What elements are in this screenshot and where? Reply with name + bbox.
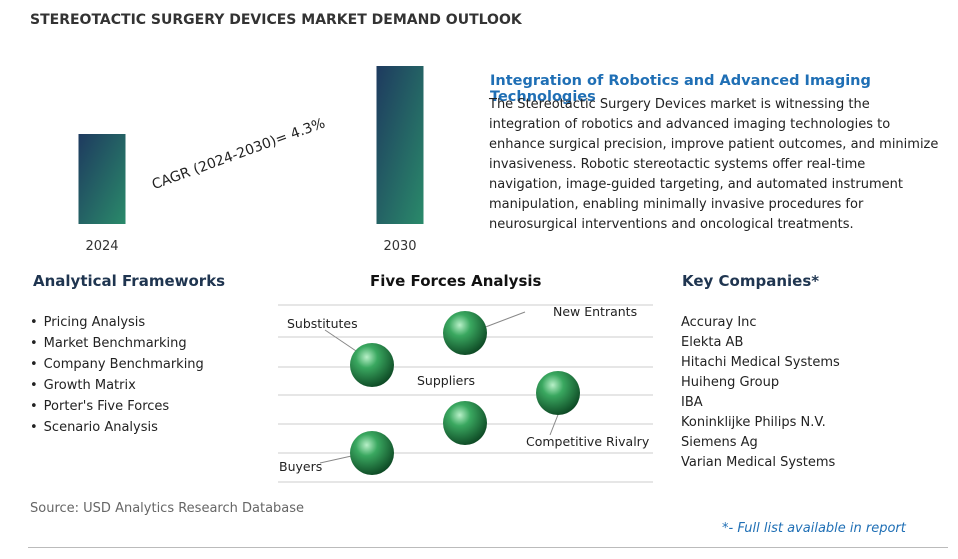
force-label: Substitutes [287,316,358,331]
list-text: Market Benchmarking [43,336,187,351]
bullet: • [30,315,38,330]
list-item: Varian Medical Systems [681,455,840,475]
five-forces-title: Five Forces Analysis [370,272,542,290]
list-text: Growth Matrix [43,378,136,393]
list-item: • Scenario Analysis [30,420,204,441]
force-label: Buyers [279,459,322,474]
companies-list: Accuray Inc Elekta AB Hitachi Medical Syst… [681,315,840,475]
list-item: Koninklijke Philips N.V. [681,415,840,435]
x-tick-label: 2030 [383,239,416,254]
page-title: STEREOTACTIC SURGERY DEVICES MARKET DEMA… [30,12,522,28]
bar [376,66,424,224]
x-tick-label: 2024 [85,239,118,254]
chart: CAGR (2024-2030)= 4.3% 2024 2030 [78,66,424,254]
list-text: Siemens Ag [681,435,758,450]
list-item: Accuray Inc [681,315,840,335]
bottom-rule [28,547,948,548]
list-item: Hitachi Medical Systems [681,355,840,375]
list-text: Porter's Five Forces [43,399,170,414]
source: Source: USD Analytics Research Database [30,501,305,516]
frameworks-list: • Pricing Analysis • Market Benchmarking • Co… [30,315,204,441]
list-item: • Pricing Analysis [30,315,204,336]
list-item: Siemens Ag [681,435,840,455]
list-text: Varian Medical Systems [681,455,836,470]
frameworks-title: Analytical Frameworks [33,272,226,290]
list-text: Accuray Inc [681,315,757,330]
companies-title: Key Companies* [682,272,820,290]
list-item: Elekta AB [681,335,840,355]
list-text: Huiheng Group [681,375,780,390]
list-text: Pricing Analysis [43,315,146,330]
list-text: Elekta AB [681,335,744,350]
force-label: Competitive Rivalry [526,434,650,449]
force-label: New Entrants [553,304,637,319]
force-label: Suppliers [417,373,475,388]
highlight-title: Integration of Robotics and Advanced Ima… [490,73,871,105]
list-text: IBA [681,395,703,410]
bullet: • [30,357,38,372]
list-text: Koninklijke Philips N.V. [681,415,826,430]
list-item: Huiheng Group [681,375,840,395]
bullet: • [30,336,38,351]
highlight-text: The Stereotactic Surgery Devices market … [489,97,939,232]
list-text: Company Benchmarking [43,357,204,372]
list-item: • Porter's Five Forces [30,399,204,420]
bullet: • [30,378,38,393]
bar [78,134,126,224]
list-item: IBA [681,395,840,415]
bullet: • [30,399,38,414]
five-forces-diagram: Substitutes New Entrants Suppliers Competit… [278,304,653,483]
list-text: Hitachi Medical Systems [681,355,840,370]
list-text: Scenario Analysis [43,420,158,435]
bullet: • [30,420,38,435]
footnote: *- Full list available in report [722,521,906,536]
list-item: • Market Benchmarking [30,336,204,357]
list-item: • Company Benchmarking [30,357,204,378]
cagr-annotation: CAGR (2024-2030)= 4.3% [150,115,328,193]
list-item: • Growth Matrix [30,378,204,399]
